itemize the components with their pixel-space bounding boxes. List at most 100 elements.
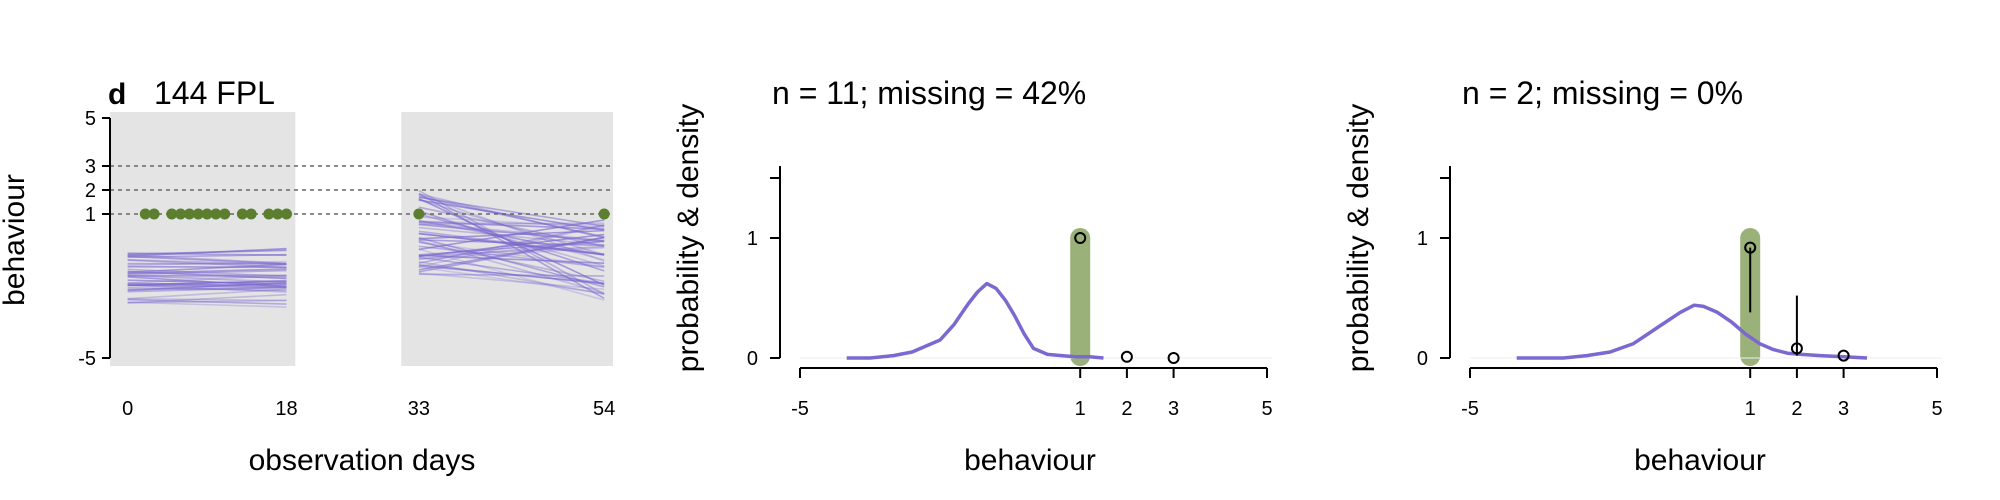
trajectory-line [127,263,287,274]
observed-point [148,208,160,220]
trajectory-line [127,288,287,300]
panel-distribution-2: 0 1 -5 1 2 3 5 n = 2; missing = 0% behaviour p… [1342,75,1943,477]
trajectory-line [418,266,605,295]
panel-trajectories: -5 123 5 0 18 33 54 d 144 FPL observation days… [0,75,615,477]
trajectory-line [127,298,287,305]
observed-point [598,208,610,220]
trajectory-line [127,255,287,265]
point-estimates [1074,232,1180,364]
observed-point [219,208,231,220]
trajectory-line [418,241,605,268]
trajectory-line [127,252,287,256]
trajectory-line [418,210,605,272]
trajectory-line [127,286,287,293]
trajectory-line [418,222,605,225]
x-tick-label: 2 [1121,398,1132,420]
x-tick-label: 33 [408,398,430,420]
density-line [846,281,1104,360]
density-line [1516,303,1868,360]
y-tick-label: -5 [78,348,96,370]
density-curve [1470,303,1942,360]
observed-points [139,208,610,220]
point-estimate [1074,232,1087,244]
x-axis-title: observation days [249,444,476,477]
observed-point [272,208,284,220]
trajectory-line [418,195,605,238]
chart-title: n = 11; missing = 42% [772,75,1086,111]
observed-point [263,208,275,220]
trajectory-line [418,265,605,285]
trajectory-line [127,299,287,304]
observed-point [192,208,204,220]
observed-point [413,208,425,220]
trajectory-line [418,220,605,231]
density-curve [800,281,1272,360]
observed-point [210,208,222,220]
trajectory-line [418,196,605,227]
panel-title: 144 FPL [154,75,275,111]
x-tick-label: 5 [1931,398,1942,420]
trajectory-line [418,245,605,268]
trajectory-line [127,274,287,283]
trajectory-line [418,260,605,295]
trajectory-line [418,272,605,291]
y-tick-label: 1 [747,228,758,250]
trajectory-line [418,198,605,256]
point-estimate [1837,349,1850,362]
point-estimate [1167,352,1180,364]
trajectory-line [127,284,287,289]
trajectory-line [127,297,287,302]
trajectory-line [127,301,287,308]
observed-point [175,208,187,220]
trajectory-line [127,280,287,286]
x-tick-label: 1 [1075,398,1086,420]
axes: -5 123 5 0 18 33 54 [78,108,615,420]
trajectory-line [127,270,287,280]
panel-letter: d [108,78,126,111]
trajectory-line [418,239,605,294]
y-tick-label: 1 [85,204,96,226]
y-tick-label: 1 [1417,228,1428,250]
observation-window-0 [110,112,296,366]
y-axis-title: probability & density [1342,104,1375,372]
y-tick-label: 0 [747,348,758,370]
trajectory-line [127,249,287,256]
observed-point [139,208,151,220]
chart-title: n = 2; missing = 0% [1462,75,1743,111]
y-tick-label: 3 [85,156,96,178]
axes: 0 1 -5 1 2 3 5 [747,166,1273,420]
trajectory-line [418,232,605,255]
trajectory-line [418,248,605,301]
observed-point [166,208,178,220]
trajectory-line [127,282,287,292]
trajectory-line [127,269,287,275]
trajectory-line [127,287,287,292]
trajectory-line [127,293,287,304]
trajectory-line [418,197,605,286]
point-estimate [1744,241,1757,254]
trajectory-line [418,254,605,264]
trajectory-lines [127,189,605,308]
trajectory-line [418,245,605,257]
trajectory-line [127,287,287,291]
trajectory-line [127,265,287,269]
x-tick-label: 5 [1261,398,1272,420]
trajectory-line [418,264,605,285]
trajectory-line [127,268,287,278]
trajectory-line [418,237,605,288]
trajectory-line [418,233,605,258]
highlight-band [1070,228,1091,366]
x-tick-label: 54 [593,398,615,420]
y-axis-title: behaviour [0,174,31,306]
trajectory-line [127,276,287,288]
trajectory-line [127,274,287,284]
panel-distribution-1: 0 1 -5 1 2 3 5 n = 11; missing = 42% behaviour… [672,75,1273,477]
point-estimate [1790,342,1803,355]
y-axis-title: probability & density [672,104,705,372]
highlight-band [1070,228,1091,366]
observed-point [201,208,213,220]
y-tick-label: 5 [85,108,96,130]
x-axis-title: behaviour [1634,444,1766,477]
trajectory-line [418,239,605,247]
